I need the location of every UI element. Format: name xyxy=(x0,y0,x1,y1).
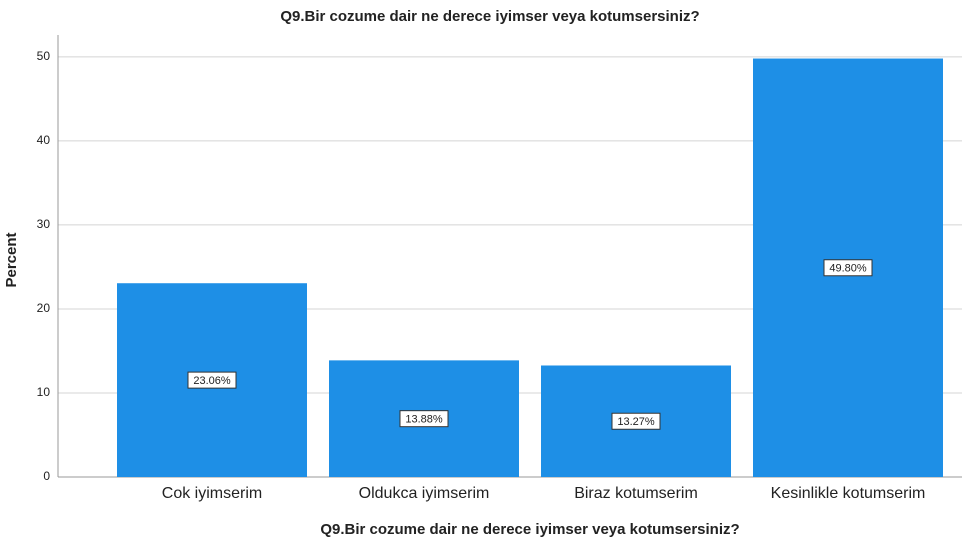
value-label: 13.88% xyxy=(405,414,443,426)
y-tick-label: 20 xyxy=(37,301,51,315)
y-tick-label: 40 xyxy=(37,133,51,147)
y-tick-label: 50 xyxy=(37,49,51,63)
chart-title: Q9.Bir cozume dair ne derece iyimser vey… xyxy=(280,8,699,25)
x-tick-label: Oldukca iyimserim xyxy=(359,485,490,502)
y-tick-label: 10 xyxy=(37,385,51,399)
x-tick-label: Kesinlikle kotumserim xyxy=(771,485,926,502)
x-tick-label: Biraz kotumserim xyxy=(574,485,698,502)
value-label: 13.27% xyxy=(617,416,655,428)
value-label: 49.80% xyxy=(829,263,867,275)
y-axis-label: Percent xyxy=(3,232,20,287)
value-label: 23.06% xyxy=(193,375,231,387)
y-tick-label: 30 xyxy=(37,217,51,231)
x-tick-label: Cok iyimserim xyxy=(162,485,262,502)
value-label-box xyxy=(399,410,449,428)
value-label-box xyxy=(187,371,237,389)
x-axis-label: Q9.Bir cozume dair ne derece iyimser vey… xyxy=(320,521,739,538)
value-label-box xyxy=(611,412,661,430)
value-label-box xyxy=(823,259,873,277)
y-tick-label: 0 xyxy=(43,469,50,483)
